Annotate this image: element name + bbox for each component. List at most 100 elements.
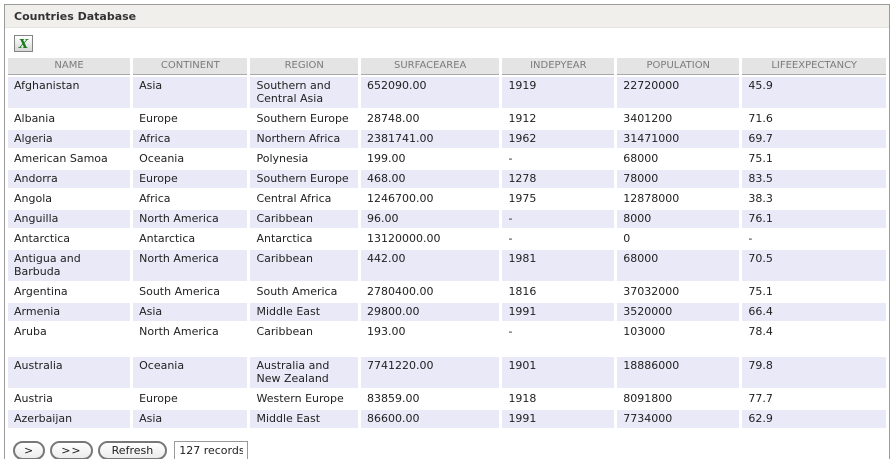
table-cell: 199.00 [360,150,500,168]
excel-export-icon[interactable]: X [14,35,33,52]
table-cell: Western Europe [250,390,358,408]
table-cell: Anguilla [8,210,131,228]
table-cell: Angola [8,190,131,208]
table-cell: South America [133,283,248,301]
table-cell: 75.1 [742,150,886,168]
table-cell: Middle East [250,303,358,321]
table-row: Azerbaijan Asia Middle East 86600.00 1991 773… [8,410,886,428]
table-row: Andorra Europe Southern Europe 468.00 1278 78… [8,170,886,188]
table-cell: 66.4 [742,303,886,321]
table-row: Angola Africa Central Africa 1246700.00 1975… [8,190,886,208]
table-cell: 7741220.00 [360,357,500,388]
table-row: Australia Oceania Australia and New Zealan… [8,357,886,388]
table-cell: 13120000.00 [360,230,500,248]
table-cell: - [502,230,615,248]
table-cell: 652090.00 [360,77,500,108]
column-header-population: POPULATION [617,58,740,75]
table-row: Antigua and Barbuda North America Caribbea… [8,250,886,281]
table-cell: Algeria [8,130,131,148]
table-cell: South America [250,283,358,301]
table-cell: 3520000 [617,303,740,321]
table-cell: 38.3 [742,190,886,208]
table-cell: 1919 [502,77,615,108]
table-cell: North America [133,250,248,281]
panel-title: Countries Database [5,5,889,28]
table-cell: Europe [133,170,248,188]
table-cell: Australia [8,357,131,388]
table-cell: Austria [8,390,131,408]
table-cell: Northern Africa [250,130,358,148]
table-cell: 1991 [502,303,615,321]
table-cell: Caribbean [250,210,358,228]
table-cell: - [742,230,886,248]
table-cell: North America [133,210,248,228]
table-cell: 28748.00 [360,110,500,128]
table-cell: 193.00 [360,323,500,355]
table-cell: 62.9 [742,410,886,428]
refresh-button[interactable]: Refresh [97,441,168,459]
table-body: Afghanistan Asia Southern and Central Asia… [8,77,886,428]
table-cell: - [502,150,615,168]
table-row: American Samoa Oceania Polynesia 199.00-680… [8,150,886,168]
table-cell: Albania [8,110,131,128]
table-cell: 18886000 [617,357,740,388]
column-header-name: NAME [8,58,131,75]
table-cell: 31471000 [617,130,740,148]
table-cell: Middle East [250,410,358,428]
table-cell: 70.5 [742,250,886,281]
table-cell: 1918 [502,390,615,408]
table-cell: Central Africa [250,190,358,208]
table-cell: Oceania [133,357,248,388]
countries-panel: Countries Database X NAME CONTINENT REGION… [4,4,890,459]
table-cell: 3401200 [617,110,740,128]
table-cell: 1981 [502,250,615,281]
table-cell: 12878000 [617,190,740,208]
table-row: Anguilla North America Caribbean 96.00-8000… [8,210,886,228]
table-cell: 1816 [502,283,615,301]
table-cell: 45.9 [742,77,886,108]
table-cell: 2780400.00 [360,283,500,301]
table-cell: Southern Europe [250,110,358,128]
table-cell: 75.1 [742,283,886,301]
next-page-button[interactable]: > [13,441,46,459]
table-cell: Argentina [8,283,131,301]
records-count-input[interactable] [174,441,249,459]
table-cell: North America [133,323,248,355]
table-cell: Australia and New Zealand [250,357,358,388]
table-row: Armenia Asia Middle East 29800.00 1991 352000… [8,303,886,321]
table-cell: 86600.00 [360,410,500,428]
table-cell: Afghanistan [8,77,131,108]
last-page-button[interactable]: >> [50,441,93,459]
table-cell: Andorra [8,170,131,188]
table-cell: 8091800 [617,390,740,408]
table-cell: Asia [133,410,248,428]
table-cell: 37032000 [617,283,740,301]
table-cell: 1991 [502,410,615,428]
table-cell: 2381741.00 [360,130,500,148]
table-cell: Antarctica [8,230,131,248]
table-cell: Southern and Central Asia [250,77,358,108]
table-row: Albania Europe Southern Europe 28748.00 1912… [8,110,886,128]
table-cell: Antarctica [133,230,248,248]
table-cell: Armenia [8,303,131,321]
table-cell: Southern Europe [250,170,358,188]
table-header-row: NAME CONTINENT REGION SURFACEAREA INDEPYEAR P… [8,58,886,75]
table-cell: 103000 [617,323,740,355]
countries-table: NAME CONTINENT REGION SURFACEAREA INDEPYEAR P… [5,56,889,430]
table-cell: 1912 [502,110,615,128]
table-cell: 68000 [617,250,740,281]
table-cell: Asia [133,303,248,321]
column-header-surfacearea: SURFACEAREA [360,58,500,75]
table-cell: Asia [133,77,248,108]
column-header-continent: CONTINENT [133,58,248,75]
table-cell: 7734000 [617,410,740,428]
table-cell: 442.00 [360,250,500,281]
table-cell: Africa [133,130,248,148]
table-cell: 68000 [617,150,740,168]
table-cell: Azerbaijan [8,410,131,428]
table-cell: Africa [133,190,248,208]
table-cell: 79.8 [742,357,886,388]
table-cell: 83859.00 [360,390,500,408]
table-cell: 8000 [617,210,740,228]
table-cell: Antarctica [250,230,358,248]
